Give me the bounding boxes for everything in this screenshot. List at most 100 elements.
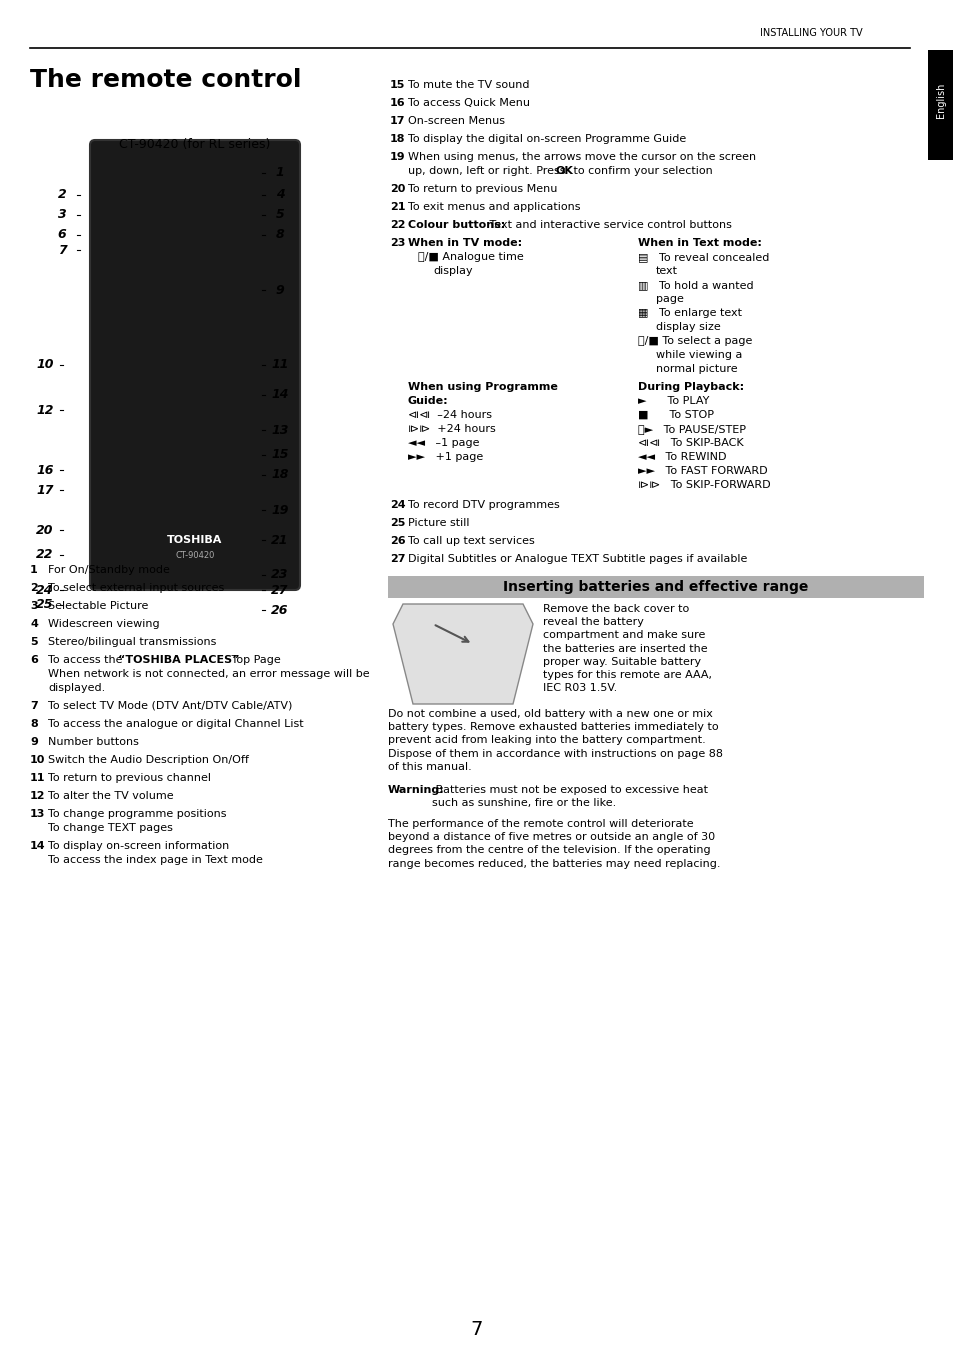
Text: 27: 27 xyxy=(271,584,289,596)
Text: 20: 20 xyxy=(36,523,53,537)
Text: To record DTV programmes: To record DTV programmes xyxy=(408,500,559,510)
Text: “TOSHIBA PLACES”: “TOSHIBA PLACES” xyxy=(118,654,239,665)
Text: To display on-screen information: To display on-screen information xyxy=(48,841,229,850)
Text: 26: 26 xyxy=(271,603,289,617)
Text: 9: 9 xyxy=(30,737,38,748)
Text: To display the digital on-screen Programme Guide: To display the digital on-screen Program… xyxy=(408,134,685,145)
Text: 3: 3 xyxy=(30,602,37,611)
Text: ▦   To enlarge text: ▦ To enlarge text xyxy=(638,308,741,318)
FancyBboxPatch shape xyxy=(927,50,953,160)
Text: normal picture: normal picture xyxy=(656,364,737,375)
Text: Selectable Picture: Selectable Picture xyxy=(48,602,149,611)
Text: During Playback:: During Playback: xyxy=(638,383,743,392)
Text: 15: 15 xyxy=(271,449,289,461)
Text: 4: 4 xyxy=(30,619,38,629)
Text: display size: display size xyxy=(656,322,720,333)
Text: To access the: To access the xyxy=(48,654,126,665)
Text: ▤   To reveal concealed: ▤ To reveal concealed xyxy=(638,251,768,262)
Text: Digital Subtitles or Analogue TEXT Subtitle pages if available: Digital Subtitles or Analogue TEXT Subti… xyxy=(408,554,746,564)
Text: 19: 19 xyxy=(271,503,289,516)
Text: 8: 8 xyxy=(275,228,284,242)
Text: 24: 24 xyxy=(36,584,53,596)
Text: To alter the TV volume: To alter the TV volume xyxy=(48,791,173,800)
Polygon shape xyxy=(393,604,533,704)
Text: Warning:: Warning: xyxy=(388,786,444,795)
Text: When using Programme: When using Programme xyxy=(408,383,558,392)
Text: 13: 13 xyxy=(271,423,289,437)
Text: display: display xyxy=(433,266,472,276)
Text: text: text xyxy=(656,266,678,276)
Text: On-screen Menus: On-screen Menus xyxy=(408,116,504,126)
Text: 17: 17 xyxy=(36,484,53,496)
Text: To change programme positions: To change programme positions xyxy=(48,808,226,819)
Text: Number buttons: Number buttons xyxy=(48,737,139,748)
Text: 1: 1 xyxy=(275,166,284,180)
Text: 5: 5 xyxy=(275,208,284,222)
Text: To access the index page in Text mode: To access the index page in Text mode xyxy=(48,854,263,865)
Text: 9: 9 xyxy=(275,284,284,296)
Text: Batteries must not be exposed to excessive heat
such as sunshine, fire or the li: Batteries must not be exposed to excessi… xyxy=(432,786,707,808)
Text: Inserting batteries and effective range: Inserting batteries and effective range xyxy=(503,580,808,594)
Text: To access the analogue or digital Channel List: To access the analogue or digital Channe… xyxy=(48,719,303,729)
Text: 7: 7 xyxy=(30,700,38,711)
Text: 10: 10 xyxy=(30,754,46,765)
Text: When using menus, the arrows move the cursor on the screen: When using menus, the arrows move the cu… xyxy=(408,151,756,162)
Text: For On/Standby mode: For On/Standby mode xyxy=(48,565,170,575)
Text: 15: 15 xyxy=(390,80,405,91)
Text: 24: 24 xyxy=(390,500,405,510)
Text: 14: 14 xyxy=(30,841,46,850)
Text: The performance of the remote control will deteriorate
beyond a distance of five: The performance of the remote control wi… xyxy=(388,819,720,868)
Text: Widescreen viewing: Widescreen viewing xyxy=(48,619,159,629)
Text: To select TV Mode (DTV Ant/DTV Cable/ATV): To select TV Mode (DTV Ant/DTV Cable/ATV… xyxy=(48,700,292,711)
Text: to confirm your selection: to confirm your selection xyxy=(569,166,712,176)
Text: 12: 12 xyxy=(30,791,46,800)
Text: 6: 6 xyxy=(30,654,38,665)
Text: English: English xyxy=(935,82,945,118)
Text: To exit menus and applications: To exit menus and applications xyxy=(408,201,579,212)
Text: Stereo/bilingual transmissions: Stereo/bilingual transmissions xyxy=(48,637,216,648)
Text: ▥   To hold a wanted: ▥ To hold a wanted xyxy=(638,280,753,289)
Text: 21: 21 xyxy=(390,201,405,212)
Text: 2: 2 xyxy=(57,188,67,201)
Text: Do not combine a used, old battery with a new one or mix
battery types. Remove e: Do not combine a used, old battery with … xyxy=(388,708,722,772)
Text: TOSHIBA: TOSHIBA xyxy=(167,535,222,545)
Text: ►      To PLAY: ► To PLAY xyxy=(638,396,709,406)
Text: while viewing a: while viewing a xyxy=(656,350,741,360)
Text: 13: 13 xyxy=(30,808,46,819)
Text: up, down, left or right. Press: up, down, left or right. Press xyxy=(408,166,568,176)
Text: Picture still: Picture still xyxy=(408,518,469,529)
Text: 12: 12 xyxy=(36,403,53,416)
Text: 16: 16 xyxy=(390,97,405,108)
Text: To mute the TV sound: To mute the TV sound xyxy=(408,80,529,91)
Text: ►►   To FAST FORWARD: ►► To FAST FORWARD xyxy=(638,466,767,476)
Text: To access Quick Menu: To access Quick Menu xyxy=(408,97,530,108)
Text: OK: OK xyxy=(556,166,574,176)
Text: Text and interactive service control buttons: Text and interactive service control but… xyxy=(485,220,731,230)
Text: CT-90420: CT-90420 xyxy=(175,550,214,560)
Text: 11: 11 xyxy=(30,773,46,783)
Text: Guide:: Guide: xyxy=(408,396,448,406)
Text: To return to previous Menu: To return to previous Menu xyxy=(408,184,557,193)
Text: To call up text services: To call up text services xyxy=(408,535,535,546)
Text: ◄◄   To REWIND: ◄◄ To REWIND xyxy=(638,452,726,462)
Text: 8: 8 xyxy=(30,719,38,729)
Text: 7: 7 xyxy=(57,243,67,257)
Text: ⧐⧐  +24 hours: ⧐⧐ +24 hours xyxy=(408,425,496,434)
Text: ⧏⧏  –24 hours: ⧏⧏ –24 hours xyxy=(408,410,492,420)
Text: page: page xyxy=(656,293,683,304)
Text: 18: 18 xyxy=(390,134,405,145)
Text: ⓨ/■ To select a page: ⓨ/■ To select a page xyxy=(638,337,752,346)
Text: 22: 22 xyxy=(36,549,53,561)
Text: 20: 20 xyxy=(390,184,405,193)
Text: 7: 7 xyxy=(471,1320,482,1338)
Text: 18: 18 xyxy=(271,469,289,481)
Text: CT-90420 (for RL series): CT-90420 (for RL series) xyxy=(119,138,271,151)
Text: The remote control: The remote control xyxy=(30,68,301,92)
Text: To select external input sources: To select external input sources xyxy=(48,583,224,594)
Text: ⧏⧏   To SKIP-BACK: ⧏⧏ To SKIP-BACK xyxy=(638,438,742,448)
Text: 3: 3 xyxy=(57,208,67,222)
Text: 11: 11 xyxy=(271,358,289,372)
Text: 25: 25 xyxy=(36,599,53,611)
Text: 14: 14 xyxy=(271,388,289,402)
Text: Remove the back cover to
reveal the battery
compartment and make sure
the batter: Remove the back cover to reveal the batt… xyxy=(542,604,711,694)
